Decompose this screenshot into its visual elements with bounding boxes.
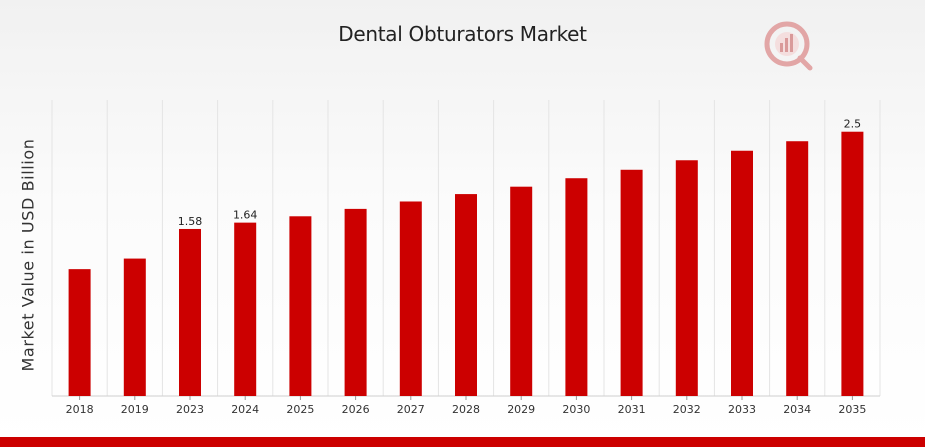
bar (731, 150, 753, 396)
x-tick-label: 2019 (121, 403, 149, 416)
bar (179, 228, 201, 396)
x-tick-label: 2032 (673, 403, 701, 416)
mrfr-logo-icon (764, 21, 813, 71)
x-tick-label: 2031 (618, 403, 646, 416)
x-tick-label: 2030 (562, 403, 590, 416)
chart-title: Dental Obturators Market (338, 22, 587, 46)
x-tick-label: 2026 (342, 403, 370, 416)
bar (123, 258, 146, 396)
x-tick-label: 2024 (231, 403, 259, 416)
bottom-accent-bar (0, 437, 925, 447)
x-tick-label: 2028 (452, 403, 480, 416)
bar (510, 186, 533, 396)
bar (786, 141, 809, 396)
data-label: 1.64 (233, 209, 258, 222)
data-label: 1.58 (178, 215, 203, 228)
bar (344, 208, 367, 396)
x-tick-label: 2035 (838, 403, 866, 416)
x-tick-label: 2033 (728, 403, 756, 416)
x-tick-label: 2018 (66, 403, 94, 416)
bar (68, 269, 91, 396)
bar (234, 222, 257, 396)
bar (841, 131, 864, 396)
bar (289, 216, 312, 396)
bar (455, 194, 477, 396)
x-tick-label: 2023 (176, 403, 204, 416)
bar (620, 169, 643, 396)
bar (399, 201, 422, 396)
bar (565, 178, 588, 396)
bar (675, 160, 698, 396)
x-tick-label: 2025 (286, 403, 314, 416)
x-tick-label: 2034 (783, 403, 811, 416)
data-label: 2.5 (844, 118, 862, 131)
x-tick-label: 2027 (397, 403, 425, 416)
x-tick-label: 2029 (507, 403, 535, 416)
